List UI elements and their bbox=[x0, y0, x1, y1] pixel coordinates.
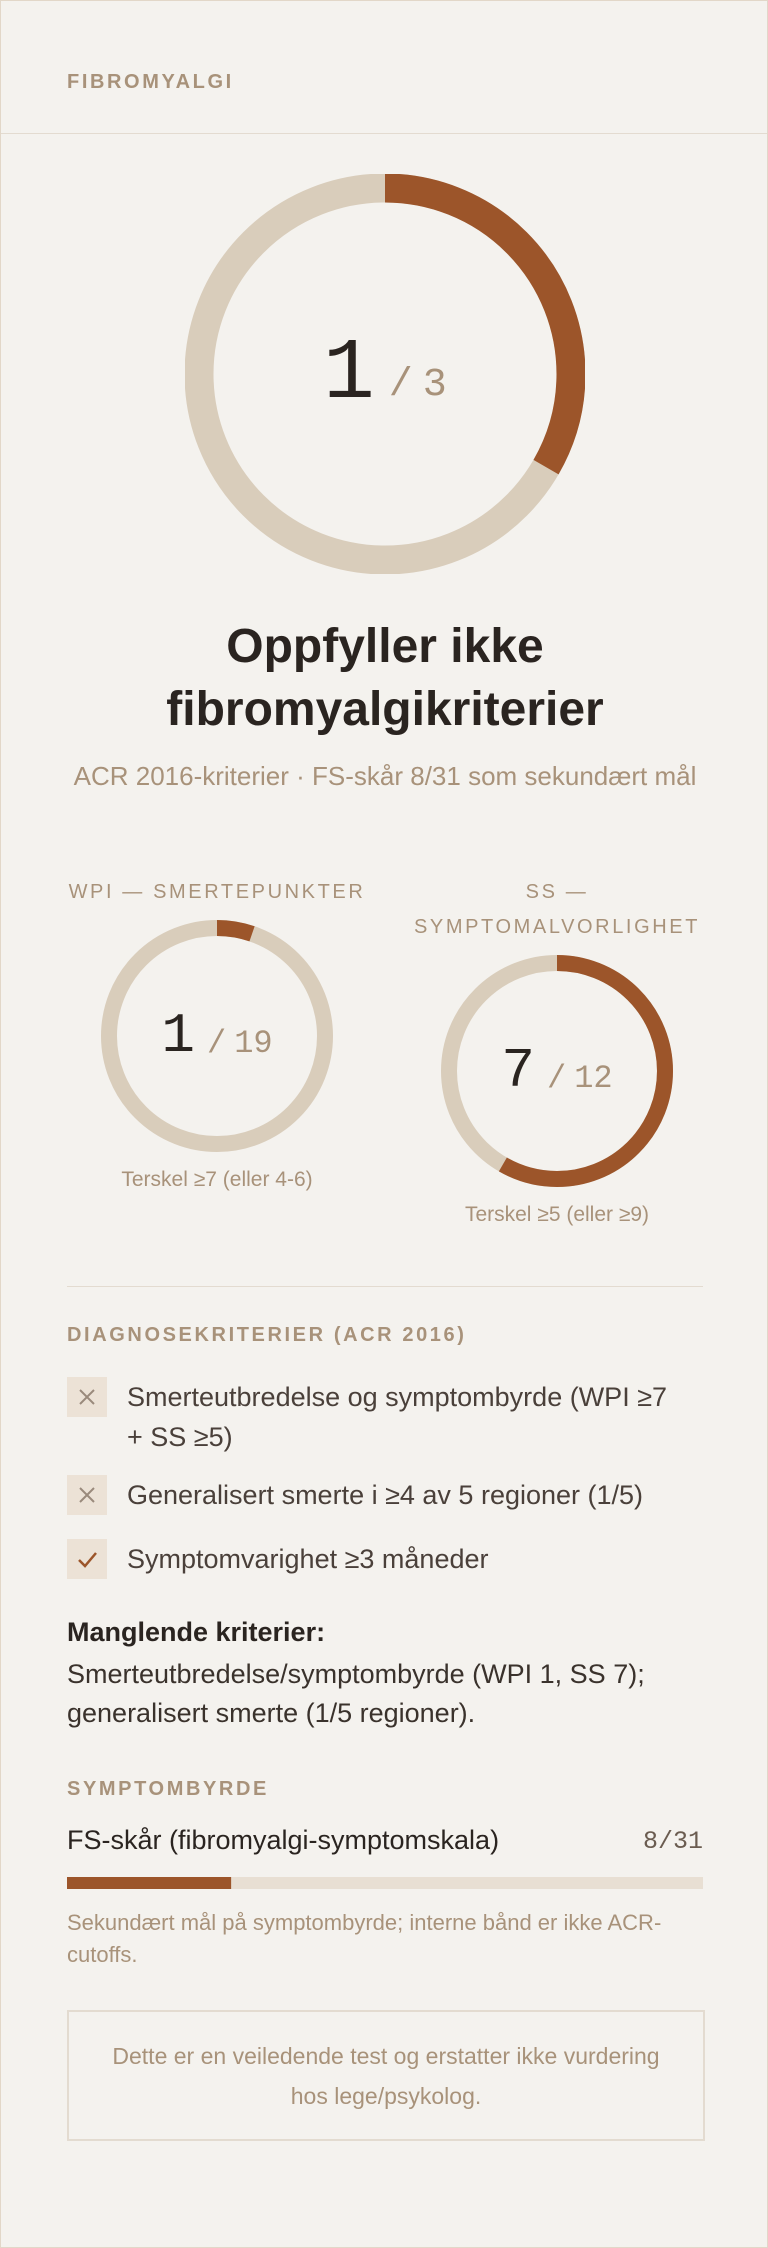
result-title: Oppfyller ikke fibromyalgikriterier bbox=[166, 620, 604, 736]
score-max: 3 bbox=[422, 362, 447, 408]
disclaimer-box: Dette er en veiledende test og erstatter… bbox=[67, 2010, 705, 2141]
gauge-value: 7 /12 bbox=[437, 951, 677, 1191]
criterion: Smerteutbredelse og symptombyrde (WPI ≥7… bbox=[67, 1377, 707, 1457]
gauge: 1 /19 bbox=[97, 916, 337, 1156]
fs-bar bbox=[67, 1877, 703, 1889]
gauge-number: 1 bbox=[161, 1004, 195, 1068]
bar-fill bbox=[67, 1877, 232, 1889]
donut-arc bbox=[185, 174, 585, 574]
divider bbox=[1, 133, 767, 134]
separator: / bbox=[657, 1827, 673, 1856]
gauge-row: WPI — SMERTEPUNKTER 1/19 Terskel ≥7 (eller… bbox=[57, 875, 717, 1227]
missing-text: Smerteutbredelse/symptombyrde (WPI 1, SS… bbox=[67, 1659, 645, 1728]
gauge-max: 12 bbox=[574, 1059, 613, 1097]
cross-icon bbox=[67, 1377, 107, 1417]
icon-glyph bbox=[79, 1487, 95, 1503]
check-icon bbox=[67, 1539, 107, 1579]
gauge-column: SS — SYMPTOMALVORLIGHET 7 /12 Terskel ≥5 (e… bbox=[397, 875, 717, 1227]
fs-score: 8 bbox=[642, 1827, 658, 1856]
fs-label: FS-skår (fibromyalgi-symptomskala) bbox=[67, 1825, 500, 1855]
gauge-value: 1 /19 bbox=[97, 916, 337, 1156]
gauge-label: SS — SYMPTOMALVORLIGHET bbox=[413, 881, 701, 938]
section-title: SYMPTOMBYRDE bbox=[67, 1778, 269, 1800]
score-value: 1 bbox=[323, 325, 375, 423]
criterion: Generalisert smerte i ≥4 av 5 regioner (… bbox=[67, 1475, 707, 1515]
donut bbox=[185, 174, 585, 574]
donut bbox=[101, 920, 333, 1152]
fs-note: Sekundært mål på symptombyrde; interne b… bbox=[67, 1910, 662, 1967]
divider bbox=[67, 1286, 703, 1287]
separator: / bbox=[207, 1024, 227, 1062]
result-subtitle: ACR 2016-kriterier · FS-skår 8/31 som se… bbox=[73, 761, 697, 791]
gauge-max: 19 bbox=[234, 1024, 273, 1062]
fs-value: 8 / 31 bbox=[643, 1827, 703, 1856]
missing-title: Manglende kriterier: bbox=[67, 1617, 326, 1647]
section-title: DIAGNOSEKRITERIER (ACR 2016) bbox=[67, 1324, 467, 1346]
icon-glyph bbox=[79, 1389, 95, 1405]
separator: / bbox=[547, 1059, 567, 1097]
fs-max: 31 bbox=[672, 1827, 703, 1856]
cross-icon bbox=[67, 1475, 107, 1515]
cross bbox=[79, 1389, 95, 1405]
gauge: 7 /12 bbox=[437, 951, 677, 1191]
donut bbox=[441, 955, 673, 1187]
cross bbox=[79, 1487, 95, 1503]
criterion-text: Generalisert smerte i ≥4 av 5 regioner (… bbox=[127, 1480, 644, 1510]
gauge-label: WPI — SMERTEPUNKTER bbox=[68, 881, 366, 903]
criterion: Symptomvarighet ≥3 måneder bbox=[67, 1539, 707, 1579]
donut-arc bbox=[441, 955, 673, 1187]
gauge-number: 7 bbox=[501, 1039, 535, 1103]
donut-arc bbox=[101, 920, 333, 1152]
criterion-text: Smerteutbredelse og symptombyrde (WPI ≥7… bbox=[127, 1382, 668, 1452]
gauge-value: 1 / 3 bbox=[185, 174, 585, 574]
check bbox=[78, 1552, 97, 1568]
gauge-threshold: Terskel ≥5 (eller ≥9) bbox=[464, 1203, 650, 1226]
icon-glyph bbox=[78, 1552, 97, 1568]
separator: / bbox=[388, 362, 413, 408]
gauge-threshold: Terskel ≥7 (eller 4-6) bbox=[121, 1168, 313, 1191]
gauge-column: WPI — SMERTEPUNKTER 1 /19 Terskel ≥7 (eller… bbox=[57, 875, 377, 1227]
disclaimer: Dette er en veiledende test og erstatter… bbox=[112, 2042, 660, 2109]
main-gauge: 1 / 3 bbox=[185, 174, 585, 574]
section-title: FIBROMYALGI bbox=[67, 71, 234, 93]
criterion-text: Symptomvarighet ≥3 måneder bbox=[127, 1544, 489, 1574]
